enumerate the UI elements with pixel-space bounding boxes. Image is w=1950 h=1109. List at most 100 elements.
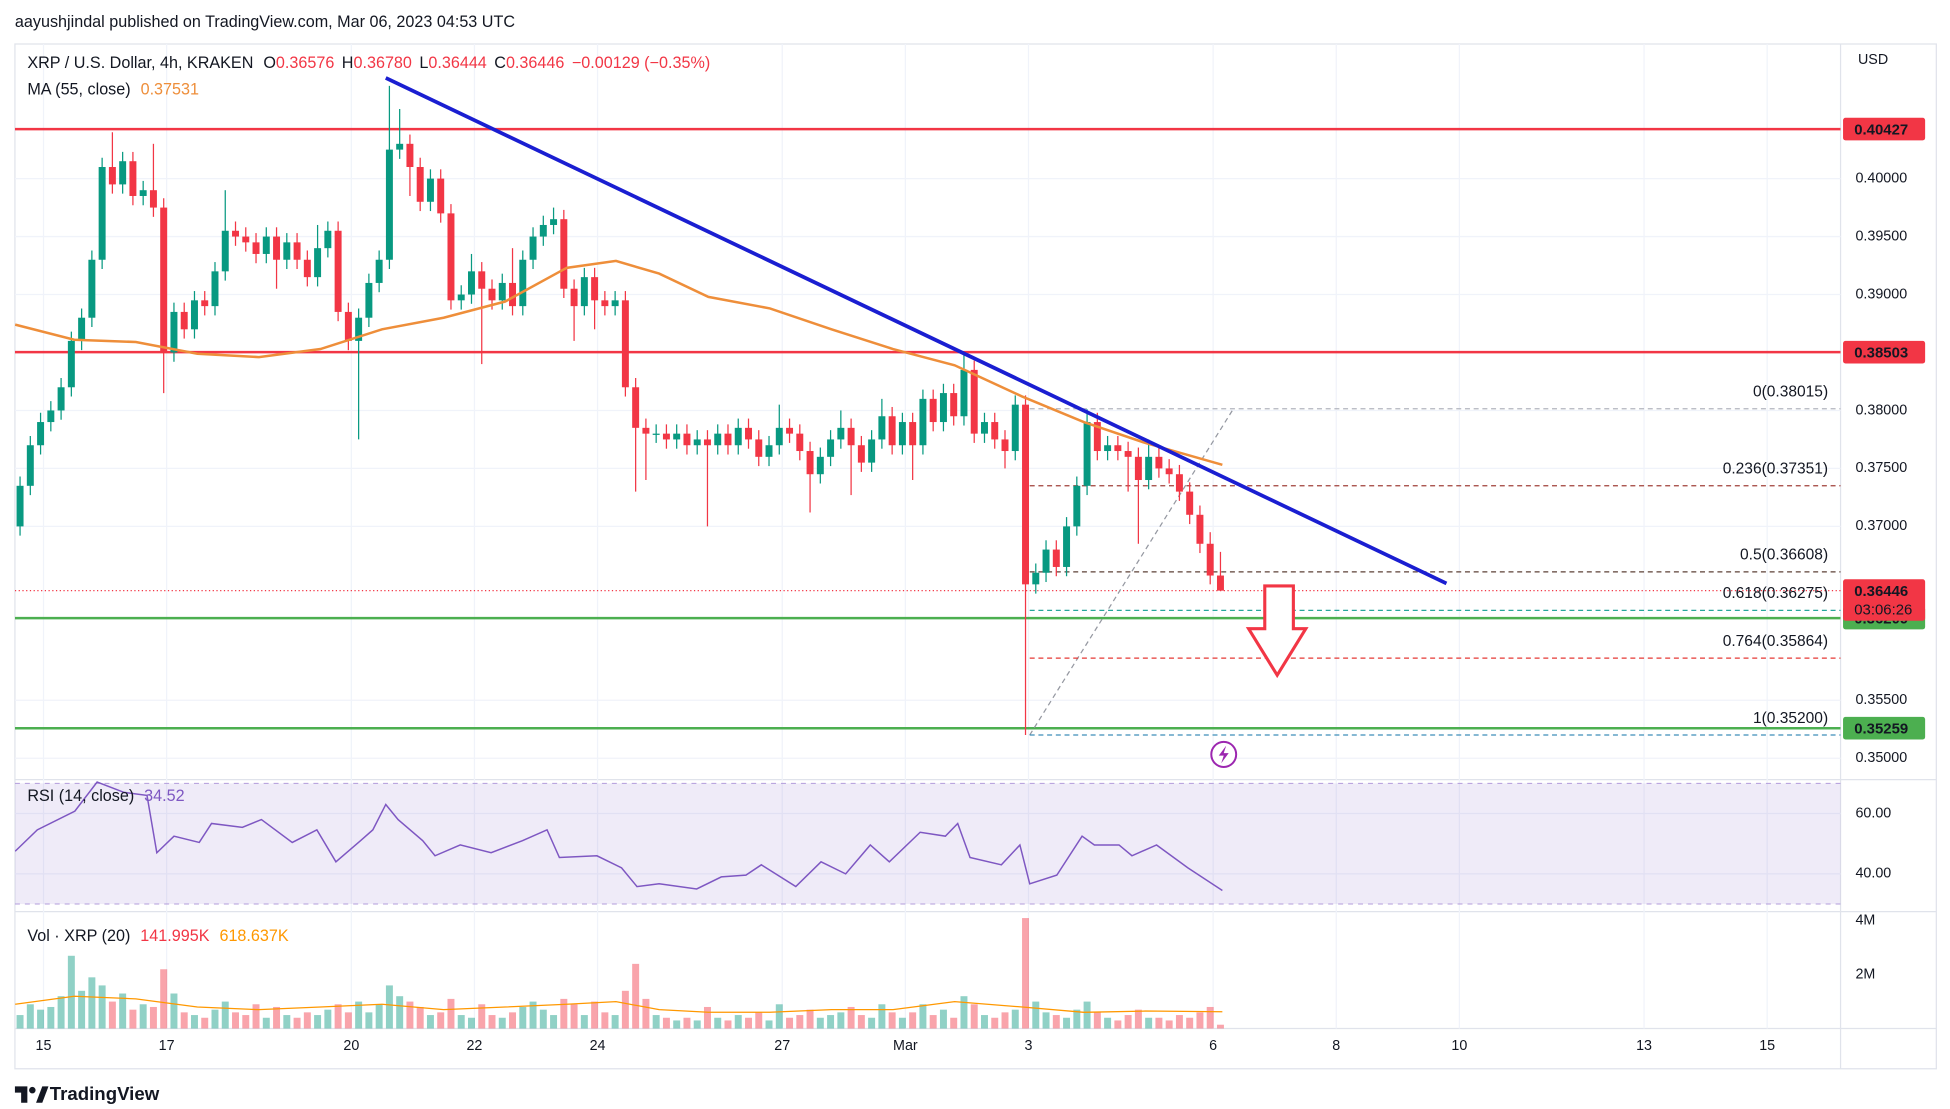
candle-body (88, 259, 96, 318)
candle-body (816, 456, 824, 475)
volume-bar (396, 996, 404, 1029)
volume-bar (57, 996, 65, 1029)
candle-body (1083, 422, 1091, 486)
y-tick-label: 0.37000 (1855, 518, 1907, 534)
volume-bar (611, 1015, 619, 1029)
y-tick-label: 0.39500 (1855, 228, 1907, 244)
volume-bar (898, 1017, 906, 1029)
candle-body (78, 317, 86, 341)
brand: TradingView (50, 1083, 160, 1104)
volume-bar (416, 1006, 424, 1029)
volume-bar (283, 1015, 291, 1029)
candle-body (580, 277, 588, 307)
volume-bar (293, 1017, 301, 1029)
fib-label: 1(0.35200) (1753, 710, 1828, 727)
volume-bar (1001, 1012, 1009, 1029)
candle-body (273, 236, 281, 260)
candle-body (201, 300, 209, 307)
volume-bar (437, 1012, 445, 1029)
rsi-line (14, 781, 1223, 892)
volume-ma-line (15, 995, 1223, 1013)
volume-bar (98, 985, 106, 1029)
candle-body (775, 427, 783, 446)
candle-body (119, 161, 127, 185)
candle-body (1134, 456, 1142, 481)
volume-bar (1196, 1012, 1204, 1029)
volume-bar (1063, 1017, 1071, 1029)
volume-bar (242, 1015, 250, 1029)
volume-bar (232, 1012, 239, 1029)
volume-bar (1073, 1009, 1081, 1029)
y-tick-label: 0.35500 (1855, 692, 1907, 708)
alert-bolt (1218, 745, 1229, 764)
x-tick-label: 17 (159, 1038, 175, 1054)
x-tick-label: 22 (466, 1038, 482, 1054)
candle-body (929, 398, 937, 423)
x-tick-label: 8 (1332, 1038, 1340, 1054)
candle-body (468, 271, 475, 295)
candle-body (1093, 422, 1101, 452)
volume-bar (201, 1017, 209, 1029)
candle-body (950, 393, 958, 417)
candle-body (416, 167, 424, 202)
volume-bar (714, 1017, 722, 1029)
candle-body (406, 143, 414, 168)
candle-body (837, 427, 845, 440)
volume-bar (673, 1020, 681, 1029)
volume-bar (550, 1015, 558, 1029)
candle-body (919, 398, 927, 446)
volume-bar (88, 977, 96, 1029)
candle-body (529, 236, 537, 260)
candle-body (385, 149, 393, 260)
candle-body (827, 439, 835, 457)
volume-bar (1032, 1001, 1040, 1029)
volume-bar (980, 1015, 988, 1029)
candle-body (283, 242, 291, 260)
y-tick-label: 0.40000 (1855, 170, 1907, 186)
candle-body (129, 161, 137, 196)
volume-bar (468, 1017, 475, 1029)
down-arrow (1245, 584, 1309, 679)
currency: USD (1858, 52, 1888, 68)
candle-body (693, 439, 701, 446)
volume-bar (929, 1015, 937, 1029)
plot: 0(0.38015) 0.236(0.37351) 0.5(0.36608) 0.61… (14, 76, 1841, 1029)
candle-body (703, 439, 711, 446)
candle-body (211, 271, 219, 307)
candle-body (591, 277, 599, 301)
volume-bar (108, 1001, 116, 1029)
volume-bar (1124, 1015, 1132, 1029)
last-price-box (1843, 579, 1926, 621)
candle-body (47, 410, 55, 423)
volume-bar (324, 1009, 332, 1029)
volume-bar (570, 1004, 578, 1029)
level-box-label: 0.40427 (1854, 121, 1908, 138)
candle-body (898, 422, 906, 446)
volume-bar (1011, 1009, 1019, 1029)
volume-bar (827, 1015, 835, 1029)
rsi-legend: RSI (14, close) 34.52 (27, 787, 184, 805)
candle-body (1124, 451, 1132, 457)
volume-bar (16, 1015, 24, 1029)
countdown-label: 03:06:26 (1854, 602, 1912, 619)
candle-body (1216, 575, 1224, 591)
volume-bar (160, 969, 168, 1029)
volume-bar (78, 990, 86, 1029)
volume-bar (703, 1006, 711, 1029)
volume-reading: 141.995K (140, 927, 209, 945)
x-tick-label: 24 (590, 1038, 606, 1054)
candle-body (734, 427, 742, 446)
candle-body (1032, 572, 1040, 585)
candle-body (67, 340, 75, 388)
volume-bar (303, 1012, 311, 1029)
level-box (1843, 340, 1926, 364)
candle-body (488, 288, 496, 301)
candle-body (847, 427, 855, 446)
candle-body (509, 282, 517, 307)
ohlc-key: C (494, 54, 506, 72)
volume-bar (498, 1017, 506, 1029)
volume-bar (488, 1015, 496, 1029)
candle-body (303, 259, 311, 278)
candle-body (437, 178, 445, 214)
